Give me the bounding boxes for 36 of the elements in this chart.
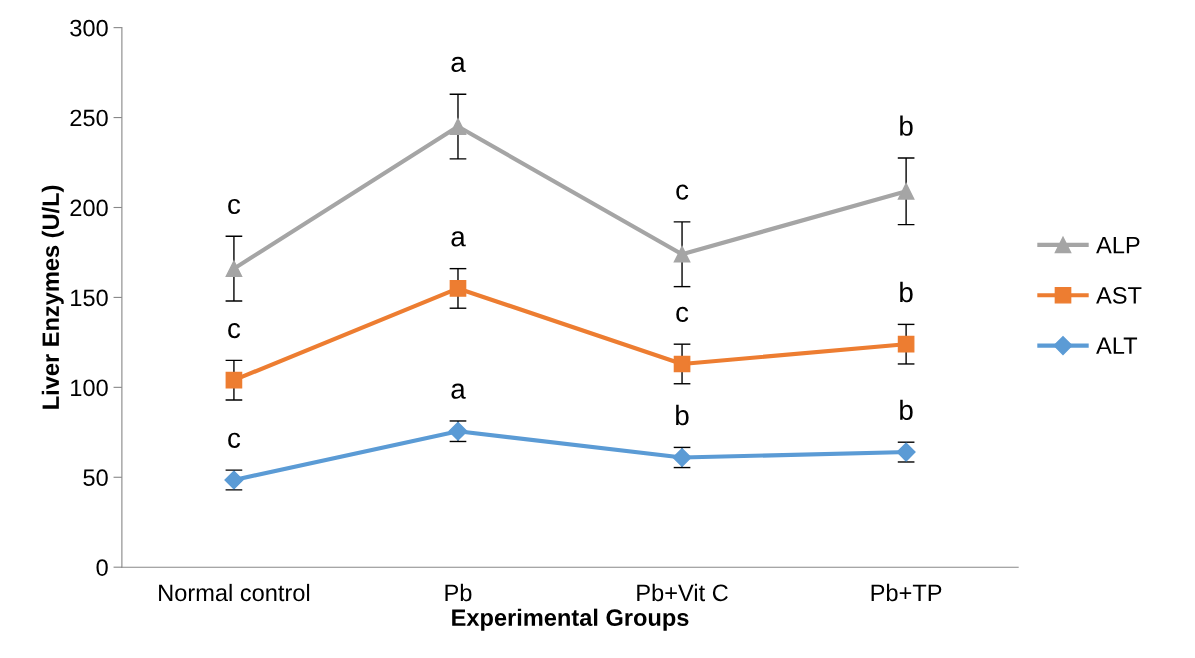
annotation: c [228, 198, 241, 215]
x-tick-label: Pb+Vit C [637, 583, 728, 602]
annotation: c [676, 184, 689, 200]
legend-label: ALT [1096, 337, 1138, 354]
annotation: c [676, 306, 689, 323]
point [225, 260, 243, 277]
annotation: b [900, 399, 913, 421]
x-axis-title: Experimental Groups [452, 608, 689, 631]
annotation: b [900, 115, 913, 136]
x-tick-label: Normal control [159, 583, 310, 602]
annotation: a [451, 56, 466, 73]
point [897, 182, 915, 200]
annotation: b [900, 281, 913, 303]
y-tick-label: 0 [96, 559, 108, 576]
y-tick-label: 100 [71, 379, 108, 397]
point [449, 118, 467, 135]
point [673, 245, 691, 263]
annotation: a [451, 231, 466, 247]
y-axis-title: Liver Enzymes (U/L) [41, 185, 64, 409]
point [225, 371, 243, 389]
legend-label: AST [1096, 287, 1142, 304]
x-tick-label: Pb [445, 583, 472, 602]
x-tick-label: Pb+TP [871, 583, 942, 602]
y-tick-label: 200 [70, 199, 108, 217]
y-tick-label: 50 [83, 469, 108, 487]
point [673, 355, 691, 373]
legend-label: ALP [1096, 236, 1140, 254]
y-tick-label: 300 [70, 19, 108, 37]
point [897, 335, 915, 353]
annotation: b [676, 404, 689, 426]
point [449, 280, 467, 297]
annotation: c [228, 322, 241, 339]
annotation: a [451, 383, 466, 399]
annotation: c [228, 432, 241, 448]
y-tick-label: 150 [71, 289, 108, 307]
y-tick-label: 250 [70, 109, 108, 127]
